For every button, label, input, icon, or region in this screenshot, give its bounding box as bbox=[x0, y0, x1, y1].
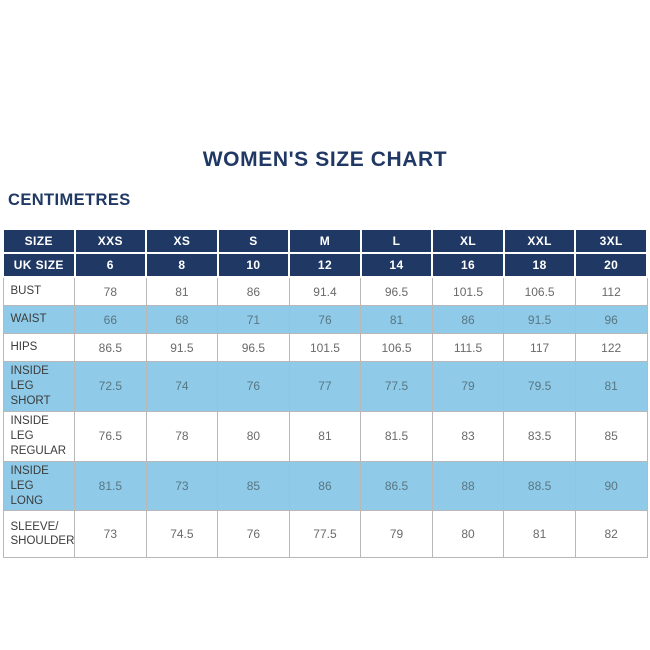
col-header-xl: XL bbox=[431, 228, 505, 254]
value-cell: 71 bbox=[217, 305, 290, 334]
value-cell: 77.5 bbox=[360, 361, 433, 412]
row-inside-leg-regular: INSIDE LEG REGULAR 76.5 78 80 81 81.5 83… bbox=[2, 410, 648, 462]
value-cell: 90 bbox=[574, 460, 648, 512]
value-cell: 81 bbox=[360, 305, 433, 334]
value-cell: 80 bbox=[431, 510, 505, 559]
value-cell: 74.5 bbox=[145, 510, 219, 559]
value-cell: 117 bbox=[503, 333, 576, 362]
uk-size-value: 14 bbox=[359, 252, 434, 278]
uk-size-value: 6 bbox=[73, 252, 148, 278]
value-cell: 79.5 bbox=[503, 361, 576, 412]
value-cell: 86 bbox=[431, 305, 505, 334]
value-cell: 106.5 bbox=[360, 333, 433, 362]
col-header-s: S bbox=[216, 228, 291, 254]
value-cell: 80 bbox=[217, 410, 290, 462]
value-cell: 79 bbox=[360, 510, 433, 559]
value-cell: 78 bbox=[74, 276, 147, 306]
uk-size-row-label: UK SIZE bbox=[2, 252, 76, 278]
value-cell: 91.4 bbox=[288, 276, 362, 306]
value-cell: 78 bbox=[145, 410, 219, 462]
value-cell: 111.5 bbox=[431, 333, 505, 362]
value-cell: 73 bbox=[145, 460, 219, 512]
value-cell: 66 bbox=[74, 305, 147, 334]
uk-size-value: 8 bbox=[145, 252, 219, 278]
value-cell: 96 bbox=[574, 305, 648, 334]
row-hips: HIPS 86.5 91.5 96.5 101.5 106.5 111.5 11… bbox=[2, 333, 648, 362]
page-title: WOMEN'S SIZE CHART bbox=[202, 148, 448, 171]
value-cell: 91.5 bbox=[503, 305, 576, 334]
row-waist: WAIST 66 68 71 76 81 86 91.5 96 bbox=[2, 305, 648, 334]
value-cell: 86 bbox=[288, 460, 362, 512]
value-cell: 86 bbox=[217, 276, 290, 306]
value-cell: 77 bbox=[288, 361, 362, 412]
value-cell: 85 bbox=[574, 410, 648, 462]
col-header-m: M bbox=[288, 228, 362, 254]
value-cell: 81 bbox=[574, 361, 648, 412]
uk-size-value: 10 bbox=[216, 252, 291, 278]
value-cell: 81.5 bbox=[74, 460, 147, 512]
col-header-l: L bbox=[359, 228, 434, 254]
row-label: INSIDE LEG REGULAR bbox=[2, 410, 76, 462]
value-cell: 86.5 bbox=[74, 333, 147, 362]
uk-size-value: 20 bbox=[574, 252, 648, 278]
value-cell: 81.5 bbox=[360, 410, 433, 462]
value-cell: 96.5 bbox=[360, 276, 433, 306]
value-cell: 91.5 bbox=[145, 333, 219, 362]
value-cell: 96.5 bbox=[217, 333, 290, 362]
value-cell: 68 bbox=[145, 305, 219, 334]
col-header-xs: XS bbox=[145, 228, 219, 254]
value-cell: 122 bbox=[574, 333, 648, 362]
value-cell: 76 bbox=[217, 361, 290, 412]
row-inside-leg-long: INSIDE LEG LONG 81.5 73 85 86 86.5 88 88… bbox=[2, 460, 648, 512]
value-cell: 76 bbox=[217, 510, 290, 559]
col-header-3xl: 3XL bbox=[574, 228, 648, 254]
value-cell: 82 bbox=[574, 510, 648, 559]
row-bust: BUST 78 81 86 91.4 96.5 101.5 106.5 112 bbox=[2, 276, 648, 306]
value-cell: 81 bbox=[288, 410, 362, 462]
uk-size-value: 18 bbox=[502, 252, 577, 278]
value-cell: 73 bbox=[74, 510, 147, 559]
row-label: BUST bbox=[2, 276, 76, 306]
value-cell: 112 bbox=[574, 276, 648, 306]
units-label: CENTIMETRES bbox=[8, 191, 131, 209]
row-label: INSIDE LEG LONG bbox=[2, 460, 76, 512]
uk-size-value: 12 bbox=[288, 252, 362, 278]
value-cell: 81 bbox=[145, 276, 219, 306]
row-label: INSIDE LEG SHORT bbox=[2, 361, 76, 412]
row-label: WAIST bbox=[2, 305, 76, 334]
row-sleeve-shoulder: SLEEVE/ SHOULDER 73 74.5 76 77.5 79 80 8… bbox=[2, 510, 648, 559]
value-cell: 81 bbox=[503, 510, 576, 559]
value-cell: 106.5 bbox=[503, 276, 576, 306]
value-cell: 101.5 bbox=[288, 333, 362, 362]
col-header-xxl: XXL bbox=[502, 228, 577, 254]
row-label: HIPS bbox=[2, 333, 76, 362]
uk-size-value: 16 bbox=[431, 252, 505, 278]
row-label: SLEEVE/ SHOULDER bbox=[2, 510, 76, 559]
value-cell: 77.5 bbox=[288, 510, 362, 559]
row-inside-leg-short: INSIDE LEG SHORT 72.5 74 76 77 77.5 79 7… bbox=[2, 361, 648, 412]
col-header-size: SIZE bbox=[2, 228, 76, 254]
value-cell: 79 bbox=[431, 361, 505, 412]
size-chart-table: SIZE XXS XS S M L XL XXL 3XL UK SIZE 6 8… bbox=[2, 228, 648, 559]
value-cell: 88.5 bbox=[503, 460, 576, 512]
value-cell: 86.5 bbox=[360, 460, 433, 512]
size-header-row: SIZE XXS XS S M L XL XXL 3XL bbox=[2, 228, 648, 254]
value-cell: 74 bbox=[145, 361, 219, 412]
uk-size-row: UK SIZE 6 8 10 12 14 16 18 20 bbox=[2, 252, 648, 278]
value-cell: 85 bbox=[217, 460, 290, 512]
col-header-xxs: XXS bbox=[73, 228, 148, 254]
value-cell: 72.5 bbox=[74, 361, 147, 412]
value-cell: 83.5 bbox=[503, 410, 576, 462]
value-cell: 76.5 bbox=[74, 410, 147, 462]
value-cell: 101.5 bbox=[431, 276, 505, 306]
value-cell: 76 bbox=[288, 305, 362, 334]
value-cell: 83 bbox=[431, 410, 505, 462]
value-cell: 88 bbox=[431, 460, 505, 512]
